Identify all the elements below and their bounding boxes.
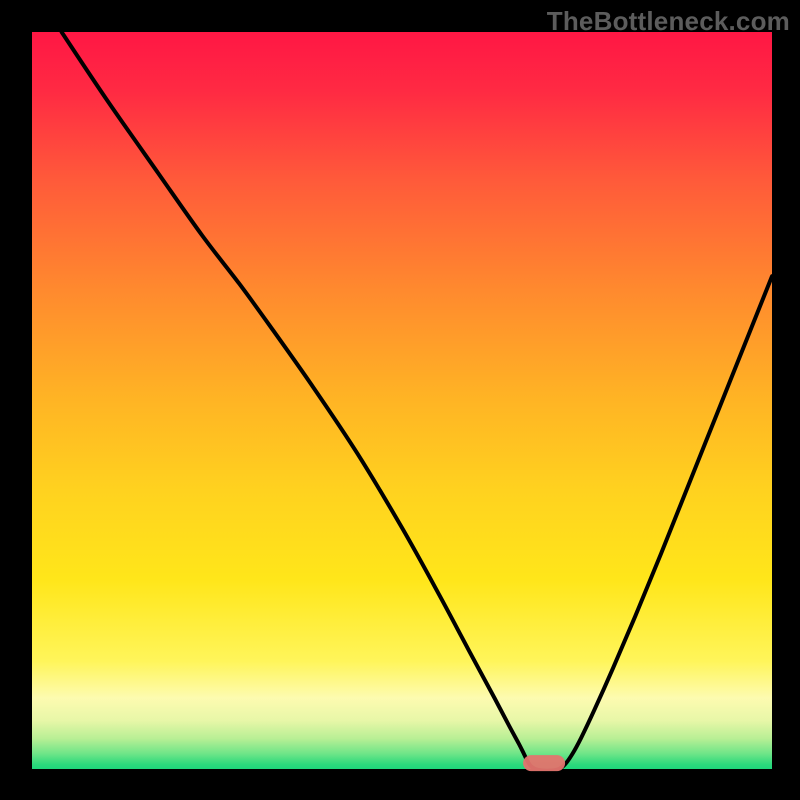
optimal-point-marker [523, 755, 565, 771]
bottleneck-chart [32, 32, 772, 772]
chart-frame: TheBottleneck.com [0, 0, 800, 800]
gradient-background [32, 32, 772, 772]
